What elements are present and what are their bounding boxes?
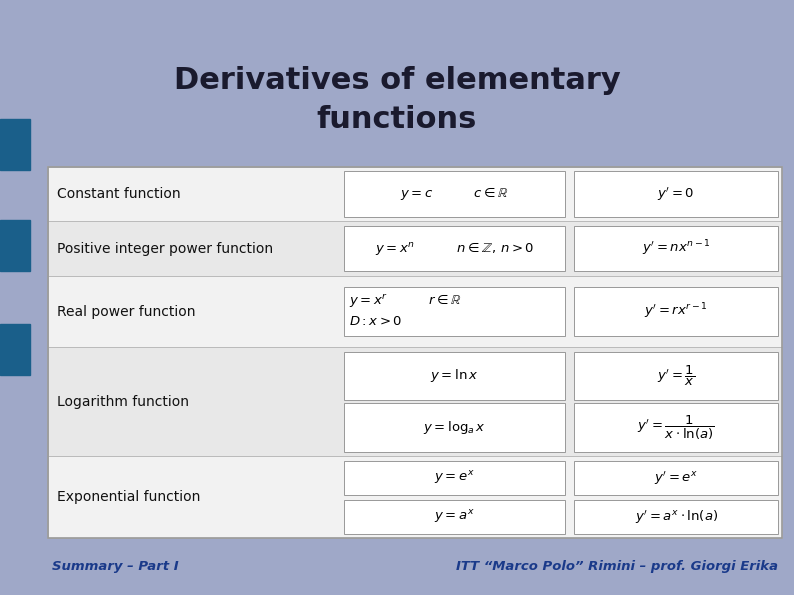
Text: $y'=rx^{r-1}$: $y'=rx^{r-1}$ (644, 302, 708, 321)
Text: Derivatives of elementary: Derivatives of elementary (174, 66, 620, 95)
Text: $y=x^{n}$          $n\in\mathbb{Z},\,n>0$: $y=x^{n}$ $n\in\mathbb{Z},\,n>0$ (375, 240, 534, 257)
Text: $y'=nx^{n-1}$: $y'=nx^{n-1}$ (642, 239, 711, 258)
Text: functions: functions (317, 105, 477, 133)
Text: Real power function: Real power function (57, 305, 195, 318)
Text: $y'=\dfrac{1}{x}$: $y'=\dfrac{1}{x}$ (657, 364, 696, 388)
Text: Summary – Part I: Summary – Part I (52, 560, 178, 573)
Text: $y=\ln x$: $y=\ln x$ (430, 368, 479, 384)
Text: $y'=\dfrac{1}{x\cdot\ln(a)}$: $y'=\dfrac{1}{x\cdot\ln(a)}$ (638, 414, 715, 441)
Text: $y'=0$: $y'=0$ (657, 185, 695, 203)
Text: Exponential function: Exponential function (57, 490, 201, 505)
Text: Constant function: Constant function (57, 187, 181, 201)
Text: $y'=a^{x}\cdot\ln(a)$: $y'=a^{x}\cdot\ln(a)$ (634, 508, 718, 526)
Text: ITT “Marco Polo” Rimini – prof. Giorgi Erika: ITT “Marco Polo” Rimini – prof. Giorgi E… (456, 560, 778, 573)
Text: Positive integer power function: Positive integer power function (57, 242, 273, 256)
Text: $y=e^{x}$: $y=e^{x}$ (434, 469, 475, 487)
Text: Logarithm function: Logarithm function (57, 394, 189, 409)
Text: $D:x>0$: $D:x>0$ (349, 315, 403, 328)
Text: $y=x^{r}$          $r\in\mathbb{R}$: $y=x^{r}$ $r\in\mathbb{R}$ (349, 293, 462, 310)
Text: $y=a^{x}$: $y=a^{x}$ (434, 509, 475, 525)
Text: $y=\log_{a}x$: $y=\log_{a}x$ (423, 419, 486, 436)
Text: $y'=e^{x}$: $y'=e^{x}$ (654, 469, 698, 487)
Text: $y=c$          $c\in\mathbb{R}$: $y=c$ $c\in\mathbb{R}$ (400, 186, 509, 202)
